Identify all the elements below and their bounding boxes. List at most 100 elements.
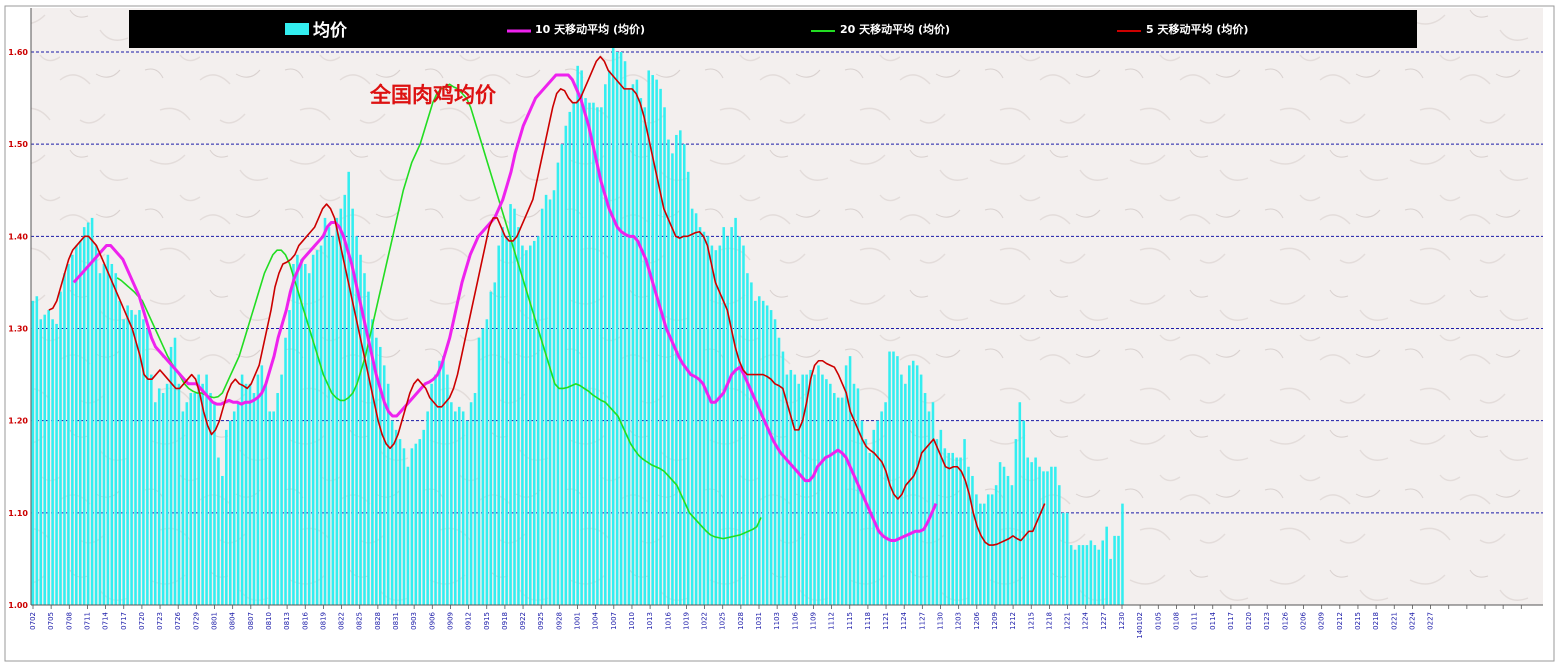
bar: [55, 323, 58, 605]
bar: [240, 374, 244, 605]
bar: [296, 254, 299, 605]
bar: [288, 310, 291, 605]
bar: [821, 374, 824, 605]
x-tick-label: 0909: [446, 612, 454, 630]
bar: [793, 374, 797, 605]
bar: [315, 250, 319, 606]
x-tick-label: 1112: [828, 612, 836, 630]
y-tick-label: 1.20: [8, 417, 28, 426]
bar: [1105, 526, 1108, 605]
bar: [663, 107, 666, 606]
bar: [888, 351, 891, 605]
bar: [1109, 558, 1112, 605]
bar: [525, 250, 528, 606]
x-tick-label: 0822: [338, 612, 346, 630]
bar: [536, 236, 540, 606]
bar: [690, 208, 694, 605]
x-tick-label: 0209: [1318, 612, 1326, 630]
x-tick-label: 1016: [664, 611, 672, 629]
bar: [600, 107, 603, 606]
bar: [150, 374, 153, 605]
bar: [142, 319, 145, 605]
bar: [1042, 471, 1045, 605]
bar: [896, 356, 899, 605]
bar: [1022, 420, 1026, 605]
legend-label-ma5: 5 天移动平均 (均价): [1146, 22, 1248, 36]
bar: [509, 204, 512, 605]
bar: [789, 369, 793, 605]
bar: [1058, 485, 1061, 605]
bar: [529, 245, 532, 606]
bar: [817, 365, 820, 605]
bar: [497, 245, 500, 606]
bar: [935, 439, 939, 605]
bar: [584, 98, 587, 605]
bar: [217, 457, 220, 605]
bar: [300, 259, 303, 605]
bar: [446, 374, 449, 605]
bar: [1089, 540, 1093, 605]
bar: [1097, 549, 1101, 605]
bar: [221, 475, 224, 605]
x-tick-label: 0702: [29, 612, 37, 630]
bar: [959, 457, 962, 605]
x-tick-label: 0215: [1354, 612, 1362, 630]
bar: [165, 383, 169, 605]
bar: [414, 443, 418, 605]
x-tick-label: 0804: [229, 611, 237, 629]
x-tick-label: 0224: [1408, 611, 1416, 629]
bar: [138, 310, 141, 605]
bar: [971, 475, 974, 605]
x-tick-label: 1019: [682, 612, 690, 630]
x-tick-label: 0711: [83, 612, 91, 630]
bar: [560, 144, 564, 605]
bar: [517, 227, 520, 605]
bar: [832, 393, 836, 605]
bar: [319, 245, 323, 606]
x-tick-label: 1221: [1064, 612, 1072, 630]
bar: [532, 240, 536, 606]
x-tick-label: 1203: [955, 612, 963, 630]
x-tick-label: 1022: [701, 612, 709, 630]
bar: [667, 139, 670, 605]
bar: [67, 263, 70, 605]
bar: [375, 337, 378, 605]
bar: [651, 75, 654, 605]
bar: [615, 52, 619, 605]
lines-layer: [48, 55, 1046, 546]
bar: [1117, 535, 1120, 605]
y-tick-label: 1.40: [8, 232, 28, 241]
bar: [426, 411, 429, 605]
bar: [876, 420, 879, 605]
bar: [78, 240, 82, 606]
bar: [98, 273, 102, 605]
bar: [639, 98, 643, 605]
bar: [256, 374, 260, 605]
x-tick-label: 1109: [809, 612, 817, 630]
bar: [157, 388, 161, 605]
bar: [382, 365, 386, 605]
bar: [702, 231, 706, 605]
bar: [513, 208, 516, 605]
bar: [82, 227, 86, 605]
x-tick-label: 1130: [937, 612, 945, 630]
bar: [1038, 466, 1041, 605]
y-tick-label: 1.10: [8, 509, 28, 518]
bar: [303, 263, 307, 605]
bar: [761, 300, 765, 605]
bar: [844, 365, 848, 605]
x-tick-label: 1106: [791, 611, 799, 629]
x-tick-label: 0918: [501, 612, 509, 630]
bar: [975, 494, 978, 605]
bar: [284, 337, 287, 605]
bar: [422, 429, 425, 605]
bar: [185, 402, 189, 605]
x-tick-label: 1224: [1082, 611, 1090, 629]
x-tick-label: 140102: [1136, 612, 1144, 639]
bar: [461, 411, 465, 605]
x-tick-label: 0720: [138, 612, 146, 630]
legend-swatch-bar: [285, 23, 309, 35]
bar: [177, 383, 181, 605]
bars-layer: [31, 47, 1124, 606]
x-tick-label: 0928: [555, 612, 563, 630]
